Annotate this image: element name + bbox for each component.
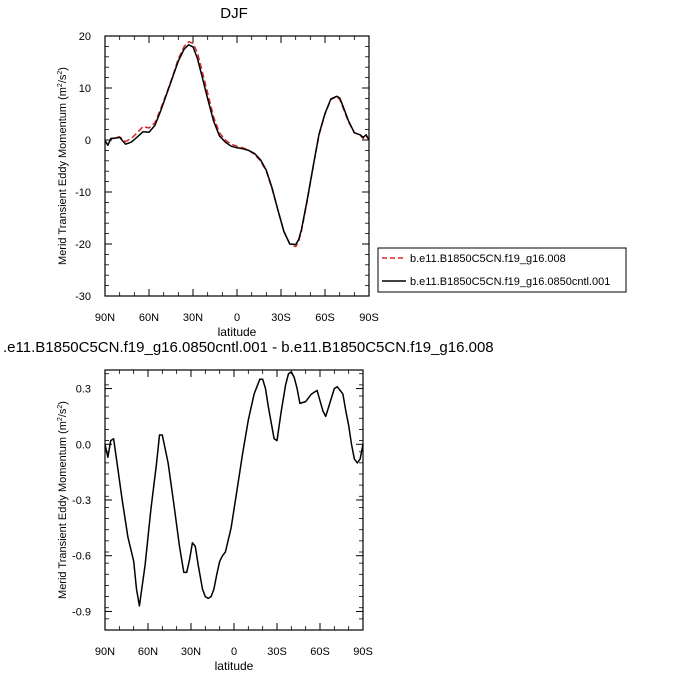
bottom-series-group <box>104 371 364 607</box>
x-tick-label: 90N <box>95 312 115 324</box>
top-x-ticks: 90N 60N 30N 0 30S 60S 90S <box>95 36 379 324</box>
x-tick-label: 60S <box>310 646 330 658</box>
top-y-ticks: -30 -20 -10 0 10 20 <box>75 31 369 303</box>
y-tick-label: 0 <box>85 135 91 147</box>
y-tick-label: 10 <box>79 83 91 95</box>
x-tick-label: 60N <box>138 646 158 658</box>
top-y-axis-label: Merid Transient Eddy Momentum (m2/s2) <box>57 67 69 265</box>
x-tick-label: 60S <box>315 312 335 324</box>
top-chart-title: DJF <box>220 5 248 22</box>
bottom-panel: .e11.B1850C5CN.f19_g16.0850cntl.001 - b.… <box>3 339 494 673</box>
top-x-axis-label: latitude <box>218 325 257 339</box>
top-legend: b.e11.B1850C5CN.f19_g16.008 b.e11.B1850C… <box>377 247 627 293</box>
y-tick-label: -10 <box>75 187 91 199</box>
x-tick-label: 30S <box>267 646 287 658</box>
x-tick-label: 0 <box>234 312 240 324</box>
y-tick-label: 20 <box>79 31 91 43</box>
x-tick-label: 60N <box>139 312 159 324</box>
bottom-x-ticks: 90N 60N 30N 0 30S 60S 90S <box>95 370 373 658</box>
y-tick-label: 0.3 <box>76 384 91 396</box>
legend-entry-2: b.e11.B1850C5CN.f19_g16.0850cntl.001 <box>410 276 610 288</box>
x-tick-label: 90S <box>359 312 379 324</box>
bottom-y-ticks: -0.9 -0.6 -0.3 0.0 0.3 <box>72 373 363 631</box>
bottom-x-axis-label: latitude <box>215 659 254 673</box>
y-tick-label: -30 <box>75 291 91 303</box>
y-tick-label: -0.9 <box>72 606 91 618</box>
x-tick-label: 30N <box>183 312 203 324</box>
x-tick-label: 90S <box>353 646 373 658</box>
top-series-group <box>104 40 370 248</box>
series-line-1 <box>104 40 370 248</box>
legend-entry-1: b.e11.B1850C5CN.f19_g16.008 <box>410 253 566 265</box>
bottom-chart-title: .e11.B1850C5CN.f19_g16.0850cntl.001 - b.… <box>3 339 494 356</box>
top-plot-frame <box>104 35 370 297</box>
bottom-y-axis-label: Merid Transient Eddy Momentum (m2/s2) <box>57 401 69 599</box>
series-line-1 <box>104 371 364 607</box>
x-tick-label: 90N <box>95 646 115 658</box>
bottom-plot-frame <box>104 369 364 631</box>
y-tick-label: -0.6 <box>72 551 91 563</box>
legend-box <box>377 247 627 293</box>
x-tick-label: 30S <box>271 312 291 324</box>
y-tick-label: -20 <box>75 239 91 251</box>
x-tick-label: 0 <box>231 646 237 658</box>
x-tick-label: 30N <box>181 646 201 658</box>
top-panel: DJF -30 -20 -10 0 10 20 90N 60N 30N 0 30S 60S 90S l… <box>57 5 627 339</box>
y-tick-label: -0.3 <box>72 495 91 507</box>
series-line-2 <box>104 44 370 246</box>
y-tick-label: 0.0 <box>76 439 91 451</box>
